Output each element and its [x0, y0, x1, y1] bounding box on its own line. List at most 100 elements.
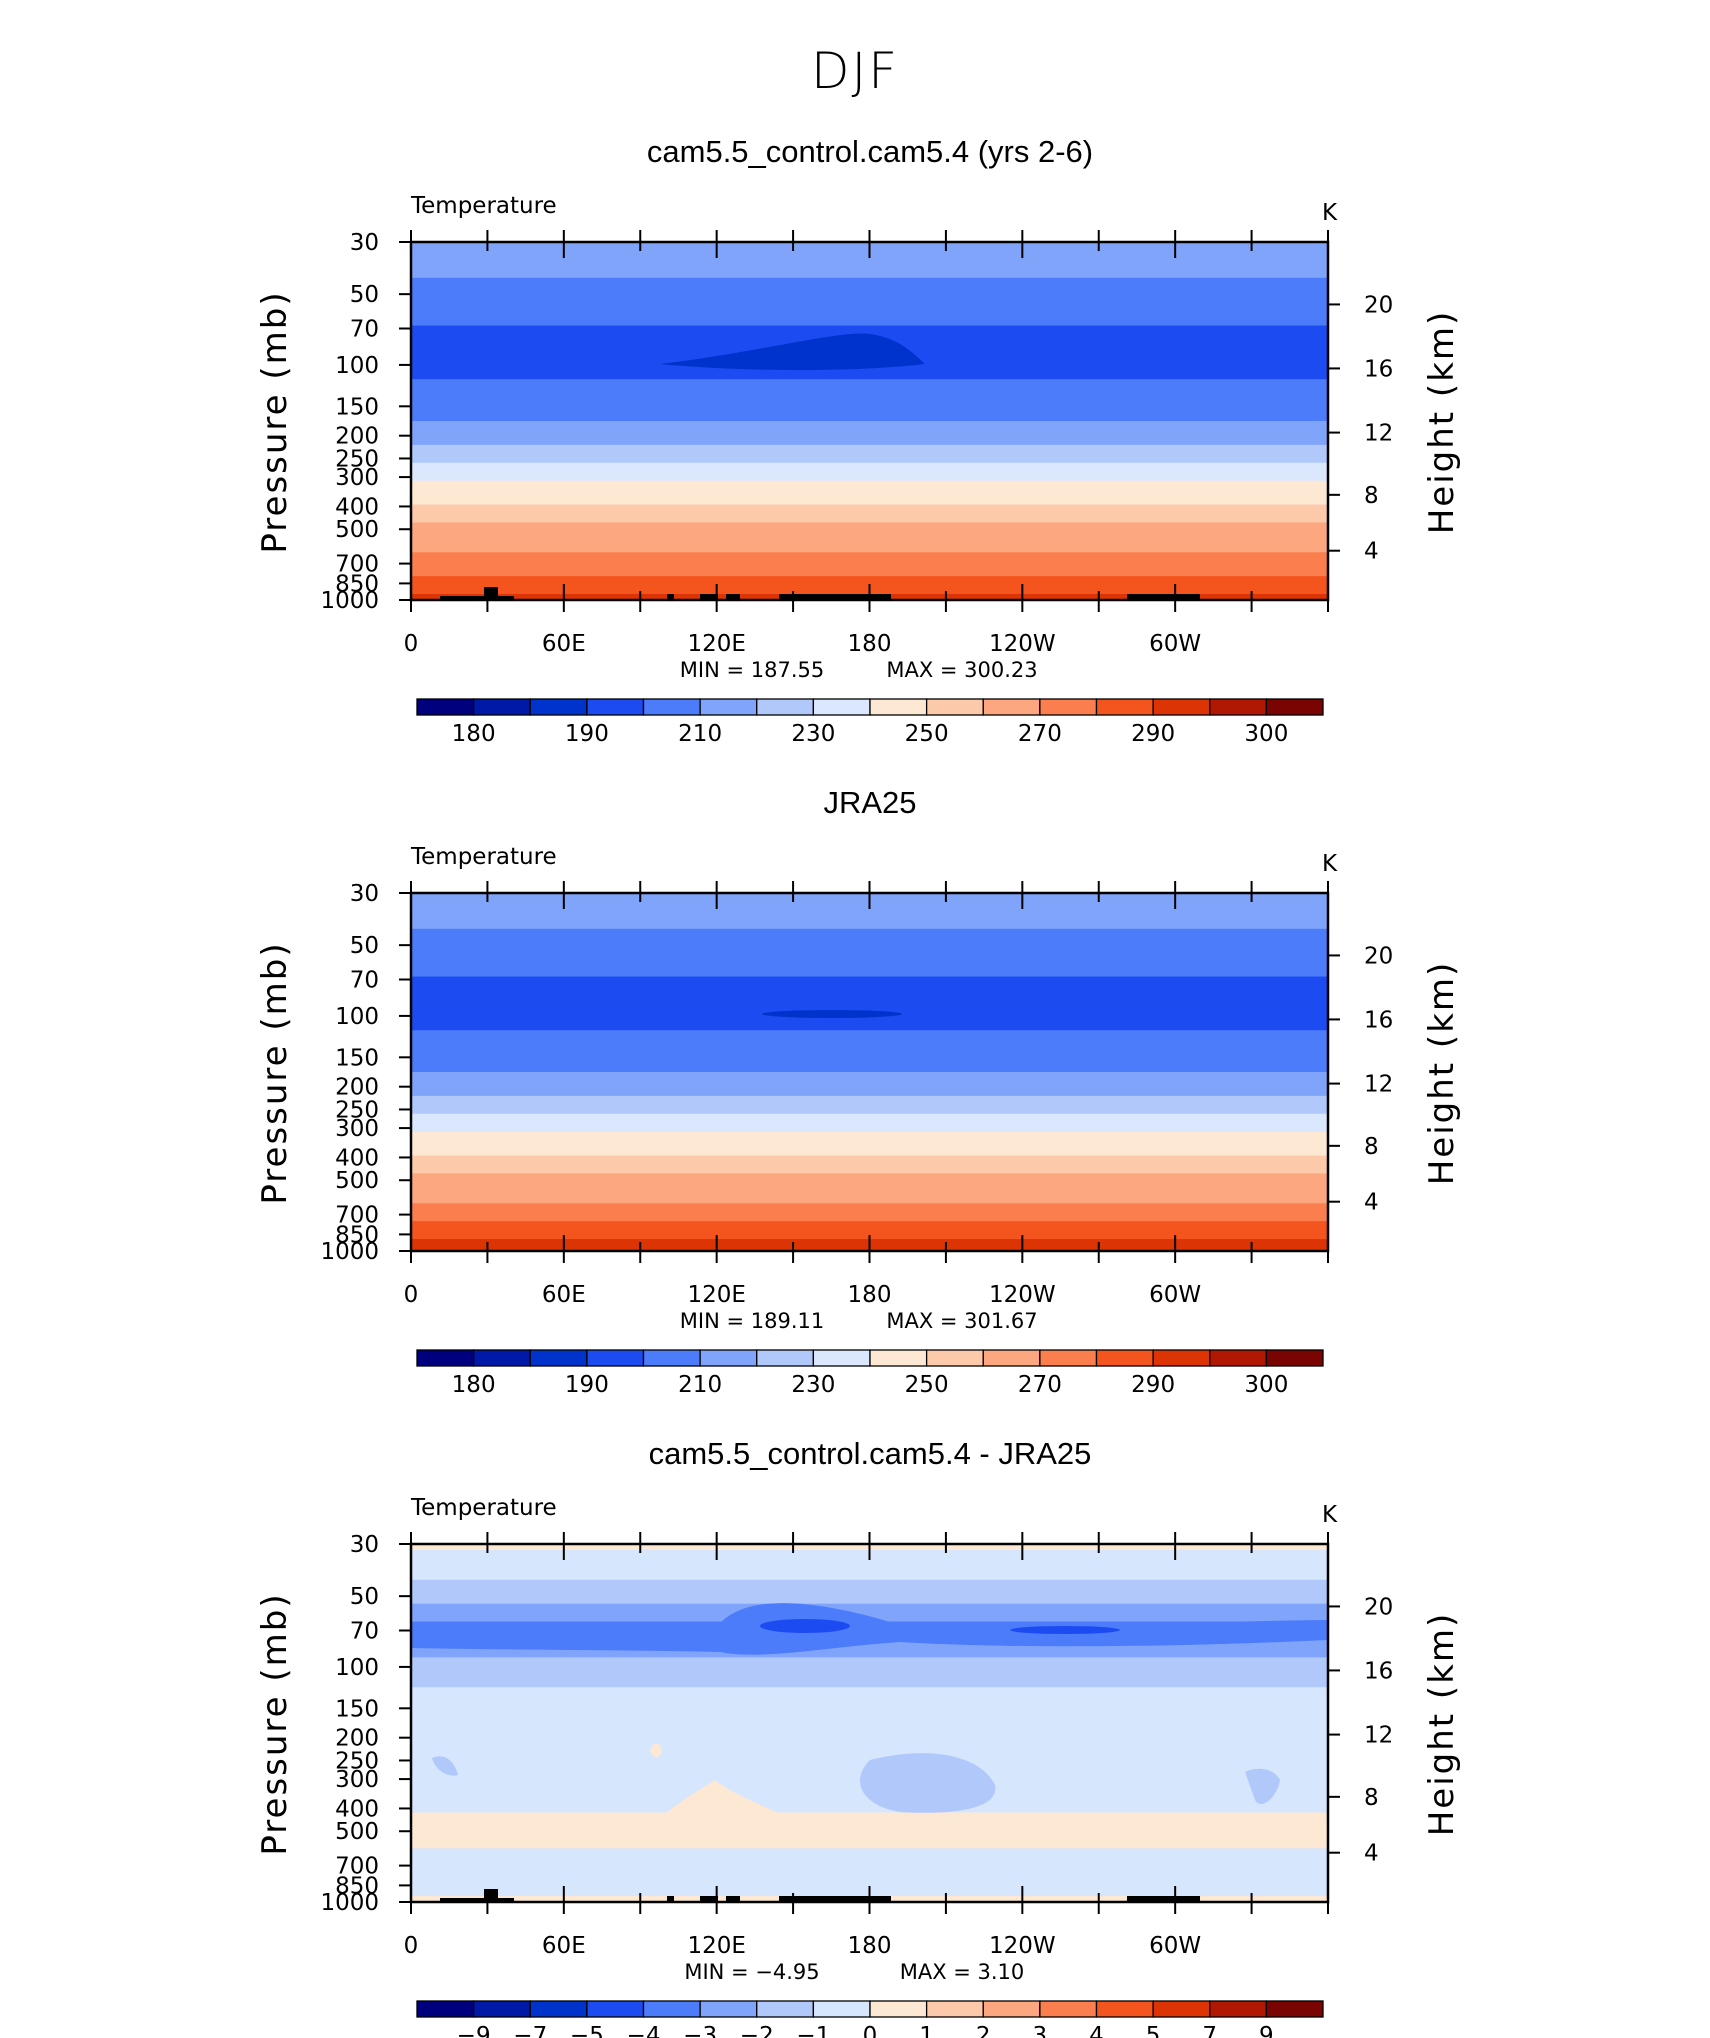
colorbar-label: 4 — [1089, 2023, 1104, 2038]
contour-band — [411, 373, 1328, 381]
contour-band — [411, 432, 1328, 440]
contour-field — [411, 242, 1328, 600]
colorbar-swatch — [925, 2000, 984, 2018]
colorbar-swatch — [699, 698, 758, 716]
contour-band — [411, 988, 1328, 996]
colorbar-label: −9 — [457, 2023, 491, 2038]
y-tick-label: 250 — [335, 446, 379, 472]
contour-band — [411, 271, 1328, 279]
y-tick-label-right: 16 — [1364, 356, 1393, 382]
x-tick-label: 120E — [687, 1282, 745, 1308]
colorbar-label: 190 — [565, 1372, 609, 1398]
contour-band — [411, 1042, 1328, 1049]
y-tick-label-right: 8 — [1364, 1785, 1379, 1811]
colorbar-swatch — [529, 698, 588, 716]
x-tick-label: 60W — [1149, 631, 1201, 657]
colorbar-swatch — [1039, 698, 1098, 716]
y-axis-title: Pressure (mb) — [255, 941, 295, 1204]
contour-band — [411, 952, 1328, 960]
contour-band — [411, 1072, 1328, 1079]
contour-band — [411, 1137, 1328, 1145]
contour-band — [411, 313, 1328, 321]
contour-band — [411, 1161, 1328, 1169]
colorbar-swatch — [472, 2000, 531, 2018]
colorbar-swatch — [1209, 2000, 1268, 2018]
colorbar-label: 180 — [452, 721, 496, 747]
contour-band — [411, 516, 1328, 524]
colorbar-label: −1 — [796, 2023, 830, 2038]
contour-band — [411, 1113, 1328, 1121]
y-tick-label: 100 — [335, 1004, 379, 1030]
contour-band — [411, 1854, 1328, 1862]
contour-band — [411, 289, 1328, 297]
contour-band — [411, 1048, 1328, 1055]
contour-band — [411, 976, 1328, 984]
y-tick-label: 300 — [335, 465, 379, 491]
topography-block — [440, 596, 514, 600]
colorbar-swatch — [756, 2000, 815, 2018]
y-tick-label: 70 — [350, 1619, 379, 1645]
contour-band — [411, 958, 1328, 966]
cold-core — [762, 1010, 902, 1018]
colorbar-swatch — [982, 698, 1041, 716]
contour-band — [411, 1191, 1328, 1199]
negative-band — [411, 1603, 1328, 1655]
contour-band — [411, 1603, 1328, 1611]
colorbar-label: 0 — [863, 2023, 878, 2038]
contour-band — [411, 1131, 1328, 1139]
contour-band — [411, 1800, 1328, 1808]
contour-band — [411, 1752, 1328, 1760]
topography-block — [667, 1896, 674, 1902]
y-tick-label: 250 — [335, 1748, 379, 1774]
contour-band — [411, 1645, 1328, 1653]
colorbar-label: 7 — [1202, 2023, 1217, 2038]
contour-band — [411, 1024, 1328, 1032]
colorbar-swatch — [529, 2000, 588, 2018]
colorbar-swatch — [812, 1349, 871, 1367]
variable-label: Temperature — [410, 193, 557, 219]
contour-band — [411, 1221, 1328, 1228]
contour-band — [411, 546, 1328, 554]
y-tick-label: 700 — [335, 1854, 379, 1880]
y-tick-label-right: 12 — [1364, 421, 1393, 447]
y-tick-label: 100 — [335, 1655, 379, 1681]
negative-patch — [432, 1756, 458, 1776]
contour-band — [411, 1651, 1328, 1659]
y-tick-label: 700 — [335, 552, 379, 578]
contour-band — [411, 1818, 1328, 1826]
topography-block — [726, 1896, 740, 1902]
contour-band — [411, 1597, 1328, 1605]
colorbar-swatch — [416, 2000, 475, 2018]
y-tick-label: 150 — [335, 1696, 379, 1722]
y-tick-label-right: 16 — [1364, 1007, 1393, 1033]
colorbar-label: 290 — [1131, 1372, 1175, 1398]
colorbar-label: 250 — [905, 721, 949, 747]
colorbar-label: 230 — [791, 1372, 835, 1398]
colorbar-swatch — [1095, 2000, 1154, 2018]
contour-band — [411, 1675, 1328, 1683]
colorbar-label: 300 — [1244, 721, 1288, 747]
colorbar-swatch — [699, 2000, 758, 2018]
contour-band — [411, 1848, 1328, 1856]
contour-band — [411, 1107, 1328, 1115]
contour-band — [411, 570, 1328, 577]
colorbar-label: 230 — [791, 721, 835, 747]
colorbar-swatch — [642, 1349, 701, 1367]
contour-band — [411, 391, 1328, 398]
topography-block — [700, 594, 718, 600]
y-tick-label: 400 — [335, 1145, 379, 1171]
contour-band — [411, 1866, 1328, 1873]
contour-band — [411, 450, 1328, 458]
x-tick-label: 60W — [1149, 1282, 1201, 1308]
contour-band — [411, 1806, 1328, 1814]
y-tick-label: 150 — [335, 1045, 379, 1071]
contour-band — [411, 1860, 1328, 1867]
topography-block — [779, 594, 891, 600]
colorbar-swatch — [869, 1349, 928, 1367]
topography-block — [700, 1896, 718, 1902]
contour-band — [411, 1723, 1328, 1730]
contour-band — [411, 1167, 1328, 1175]
colorbar-label: 190 — [565, 721, 609, 747]
contour-band — [411, 1095, 1328, 1103]
y-tick-label: 50 — [350, 282, 379, 308]
